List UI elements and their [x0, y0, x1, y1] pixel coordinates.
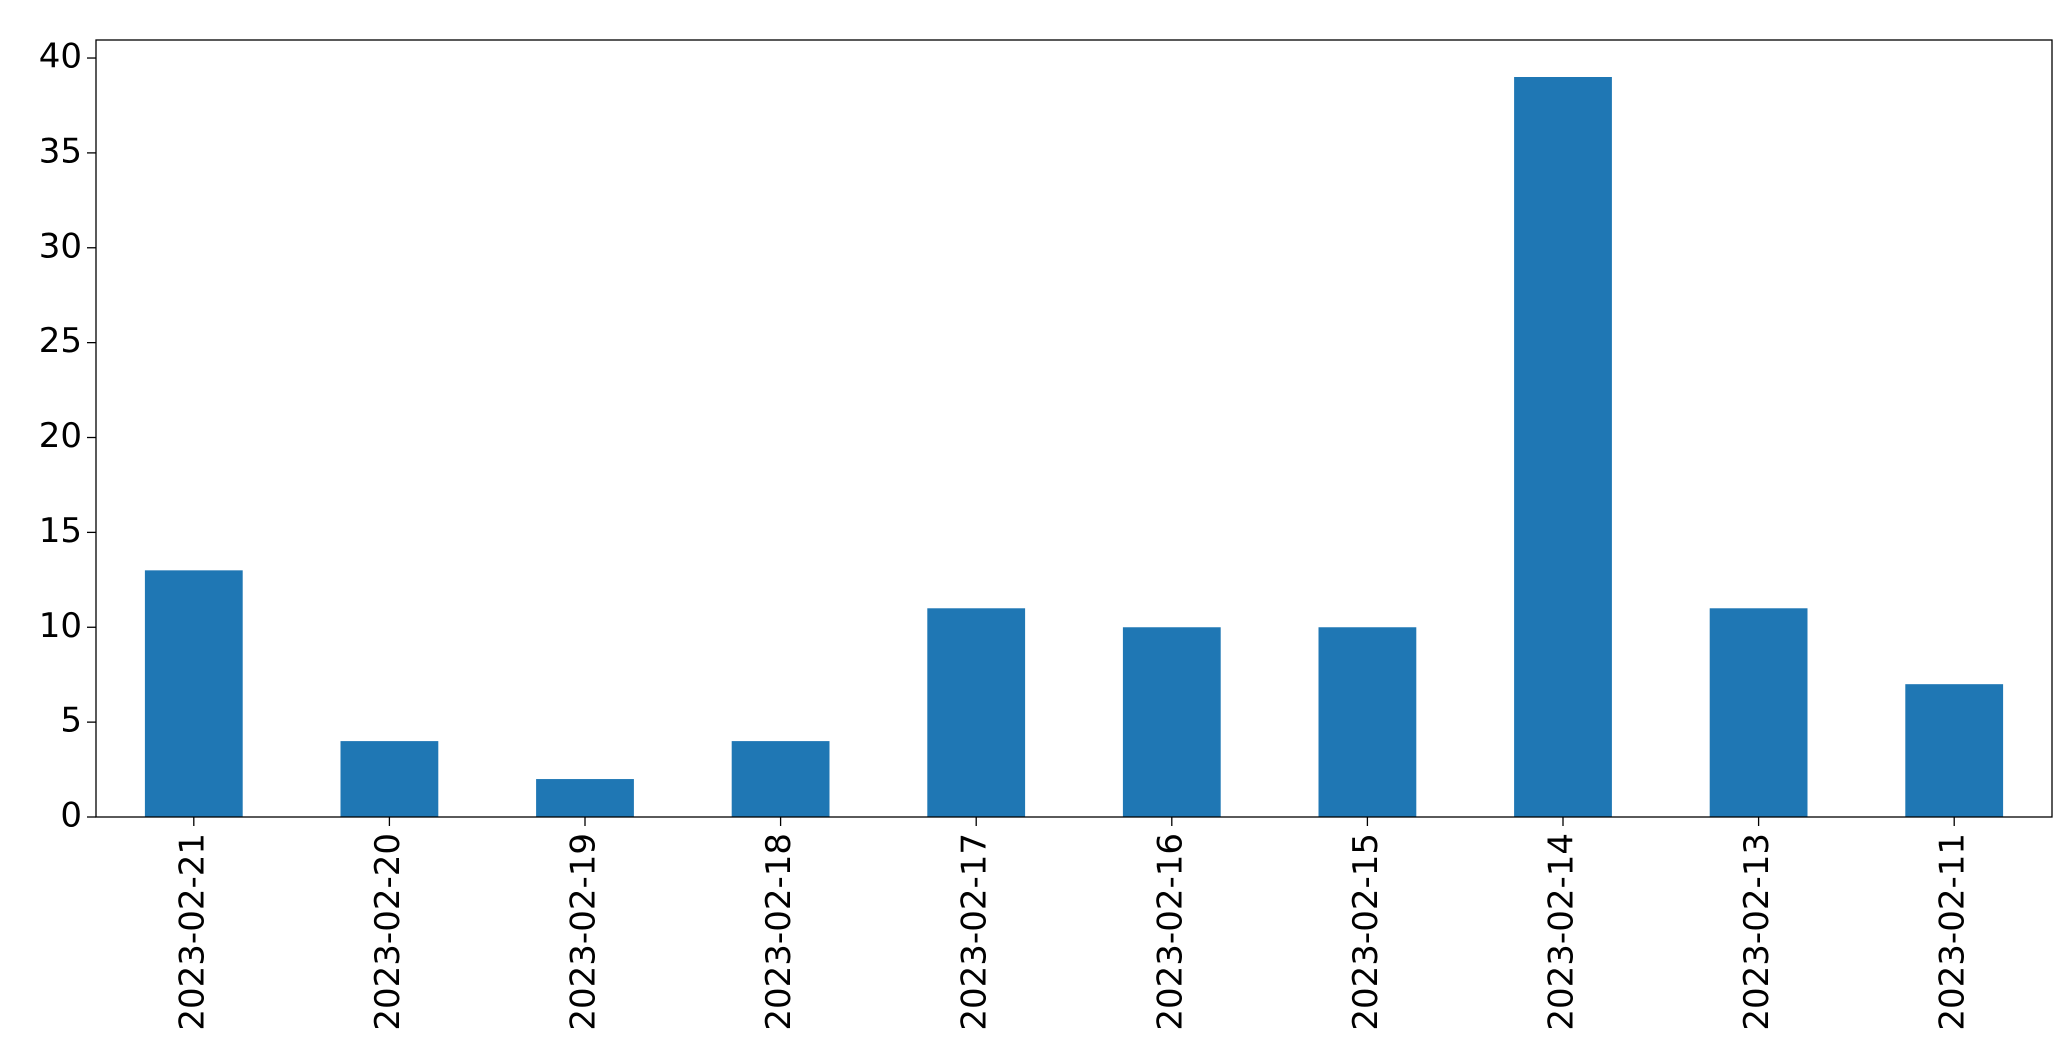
plot-frame — [95, 39, 2053, 818]
x-tick-label: 2023-02-20 — [368, 833, 408, 1031]
bar — [340, 741, 439, 817]
x-tick-label: 2023-02-11 — [1933, 833, 1973, 1031]
bar — [927, 608, 1026, 817]
x-tick-label: 2023-02-16 — [1150, 833, 1190, 1031]
y-tick-label: 10 — [39, 606, 82, 646]
x-tick-label: 2023-02-19 — [564, 833, 604, 1031]
x-tick-label: 2023-02-21 — [172, 833, 212, 1031]
y-tick-label: 0 — [60, 796, 82, 836]
bar — [1905, 684, 2004, 817]
x-tick-label: 2023-02-18 — [759, 833, 799, 1031]
y-tick-label: 35 — [39, 131, 82, 171]
bar — [144, 570, 243, 817]
y-tick-label: 15 — [39, 511, 82, 551]
x-tick-label: 2023-02-14 — [1542, 833, 1582, 1031]
y-tick-label: 40 — [39, 37, 82, 77]
x-tick-label: 2023-02-15 — [1346, 833, 1386, 1031]
bar — [731, 741, 830, 817]
bar — [1709, 608, 1808, 817]
x-tick-label: 2023-02-17 — [955, 833, 995, 1031]
bar — [1514, 77, 1612, 817]
x-tick-label: 2023-02-13 — [1737, 833, 1777, 1031]
y-tick-label: 5 — [60, 701, 82, 741]
y-tick-label: 20 — [39, 416, 82, 456]
bar — [536, 779, 634, 817]
y-tick-label: 25 — [39, 321, 82, 361]
bar — [1122, 627, 1221, 817]
bar — [1318, 627, 1417, 817]
y-tick-label: 30 — [39, 226, 82, 266]
